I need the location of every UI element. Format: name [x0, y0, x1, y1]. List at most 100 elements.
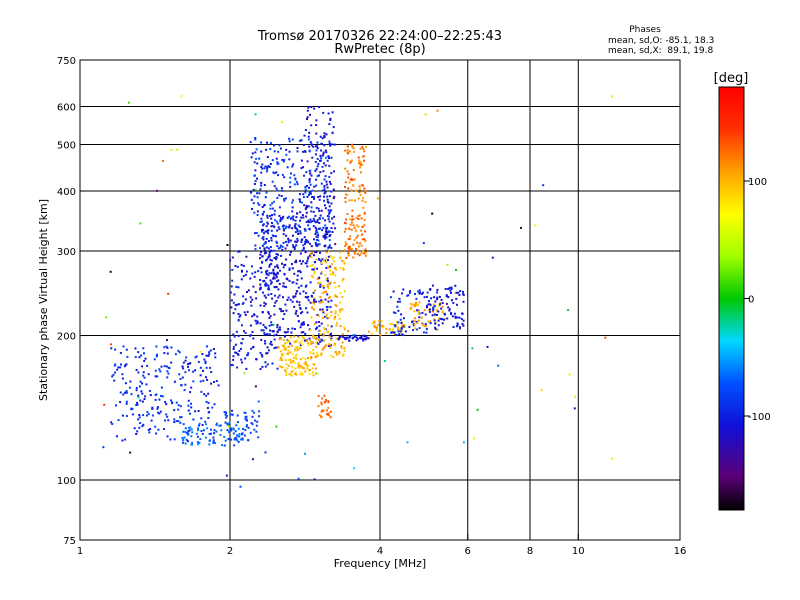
data-point — [357, 156, 360, 159]
data-point — [260, 181, 263, 184]
data-point — [358, 254, 361, 257]
data-point — [111, 423, 114, 425]
data-point — [333, 318, 336, 321]
data-point — [270, 343, 273, 346]
data-point — [397, 321, 400, 324]
data-point — [319, 251, 321, 254]
data-point — [438, 295, 441, 298]
data-point — [351, 218, 354, 221]
data-point — [314, 367, 317, 370]
data-point — [273, 277, 276, 280]
data-point — [322, 111, 325, 114]
data-point — [292, 215, 295, 218]
data-point — [146, 414, 148, 417]
data-point — [282, 353, 285, 356]
data-point — [304, 358, 307, 361]
data-point — [311, 220, 314, 223]
data-point — [268, 166, 271, 168]
data-point — [230, 364, 233, 367]
data-point — [291, 138, 294, 141]
data-point — [181, 376, 184, 379]
data-point — [293, 246, 296, 248]
data-point — [321, 217, 324, 220]
data-point — [340, 345, 343, 348]
data-point — [302, 260, 304, 263]
data-point — [114, 371, 117, 374]
data-point — [339, 325, 342, 328]
data-point — [333, 344, 336, 347]
data-point — [339, 257, 342, 260]
data-point — [316, 239, 318, 241]
data-point — [323, 260, 325, 263]
data-point — [257, 202, 259, 205]
data-point — [299, 259, 301, 262]
data-point — [252, 345, 255, 348]
data-point — [313, 296, 316, 299]
data-point — [358, 242, 361, 245]
data-point — [238, 435, 241, 438]
data-point — [231, 268, 234, 271]
data-point — [232, 312, 235, 315]
data-point — [276, 280, 279, 283]
data-point — [293, 248, 296, 250]
data-point — [215, 423, 218, 426]
data-point — [299, 232, 302, 235]
data-point — [155, 355, 158, 358]
stats-line-o: mean, sd,O: -85.1, 18.3 — [608, 36, 714, 46]
data-point — [139, 380, 142, 383]
data-point — [251, 415, 254, 418]
data-point — [263, 203, 266, 206]
data-point — [313, 302, 316, 305]
data-point — [136, 403, 139, 406]
data-point — [306, 116, 309, 119]
data-point — [295, 353, 298, 356]
data-point — [149, 428, 152, 430]
data-point — [352, 243, 355, 246]
data-point — [285, 240, 287, 243]
data-point — [238, 433, 241, 435]
data-point — [325, 249, 328, 252]
data-point — [346, 159, 349, 162]
data-point — [277, 266, 280, 269]
data-point — [309, 172, 312, 175]
data-point — [296, 150, 299, 153]
data-point — [328, 239, 331, 242]
data-point — [309, 183, 312, 186]
data-point — [279, 147, 282, 150]
data-point — [462, 290, 464, 293]
data-point — [196, 435, 199, 438]
data-point — [415, 301, 417, 304]
data-point — [321, 300, 324, 303]
data-point — [355, 224, 358, 227]
data-point — [415, 304, 418, 307]
data-point — [159, 410, 162, 413]
data-point — [381, 324, 384, 327]
data-point — [275, 286, 278, 288]
data-point — [290, 370, 293, 373]
data-point — [351, 178, 354, 181]
data-point — [281, 245, 284, 248]
data-point — [295, 373, 298, 376]
data-point — [302, 337, 305, 340]
data-point — [261, 261, 263, 264]
data-point — [241, 361, 243, 364]
data-point — [283, 199, 286, 202]
data-point — [350, 248, 353, 251]
data-point — [316, 165, 319, 168]
data-point — [319, 340, 322, 343]
data-point — [287, 358, 290, 361]
data-point — [265, 276, 268, 279]
data-point — [301, 214, 304, 217]
data-point — [267, 274, 270, 277]
data-point — [320, 339, 323, 342]
data-point — [265, 272, 268, 275]
data-point — [315, 300, 317, 303]
data-point — [325, 257, 327, 260]
data-point — [285, 331, 288, 334]
data-point — [343, 230, 346, 233]
data-point — [320, 260, 323, 263]
data-point — [235, 437, 238, 440]
data-point — [177, 349, 180, 352]
data-point — [187, 365, 189, 368]
data-point — [281, 344, 284, 347]
